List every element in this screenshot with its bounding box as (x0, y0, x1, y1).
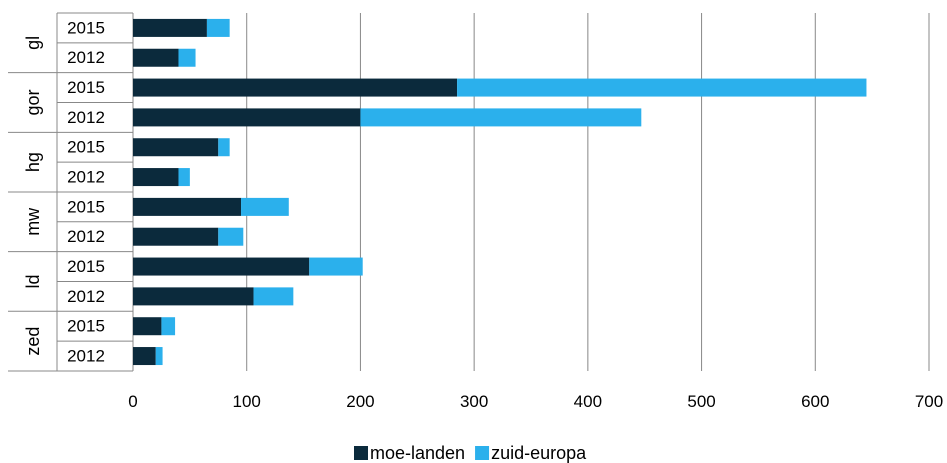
bar-gor-2015-moe-landen (133, 78, 458, 97)
x-tick-label: 400 (574, 392, 602, 411)
bars (133, 18, 867, 366)
legend-swatch (354, 446, 368, 460)
bar-gor-2012-moe-landen (133, 108, 361, 127)
year-label: 2015 (67, 78, 105, 97)
x-tick-label: 300 (460, 392, 488, 411)
bar-ld-2015-moe-landen (133, 257, 310, 276)
bar-mw-2015-moe-landen (133, 197, 242, 216)
year-label: 2015 (67, 317, 105, 336)
gridlines (246, 13, 930, 371)
bar-zed-2015-moe-landen (133, 317, 162, 336)
x-axis-ticks: 0 100 200 300 400 500 600 700 (128, 392, 943, 411)
bar-gl-2015-moe-landen (133, 18, 207, 37)
year-label: 2012 (67, 108, 105, 127)
legend: moe-landen zuid-europa (354, 443, 587, 463)
group-label: ld (23, 274, 43, 288)
year-label: 2015 (67, 138, 105, 157)
bar-hg-2012-zuid-europa (178, 168, 190, 187)
bar-gl-2015-zuid-europa (206, 18, 230, 37)
bar-hg-2012-moe-landen (133, 168, 179, 187)
bar-mw-2015-zuid-europa (241, 197, 289, 216)
bar-mw-2012-zuid-europa (218, 227, 244, 246)
bar-gl-2012-zuid-europa (178, 48, 196, 67)
x-tick-label: 500 (687, 392, 715, 411)
legend-label: moe-landen (370, 443, 465, 463)
bar-gl-2012-moe-landen (133, 48, 179, 67)
bar-ld-2015-zuid-europa (309, 257, 363, 276)
legend-swatch (475, 446, 490, 460)
year-label: 2012 (67, 227, 105, 246)
bar-gor-2015-zuid-europa (457, 78, 867, 97)
group-label: gl (23, 36, 43, 50)
group-label: hg (23, 152, 43, 172)
year-label: 2012 (67, 287, 105, 306)
bar-mw-2012-moe-landen (133, 227, 219, 246)
year-label: 2015 (67, 197, 105, 216)
year-label: 2015 (67, 257, 105, 276)
bar-hg-2015-moe-landen (133, 138, 219, 157)
legend-label: zuid-europa (491, 443, 587, 463)
bar-zed-2012-zuid-europa (155, 347, 163, 366)
bar-gor-2012-zuid-europa (360, 108, 642, 127)
group-label: gor (23, 89, 43, 115)
x-tick-label: 700 (915, 392, 943, 411)
bar-zed-2012-moe-landen (133, 347, 156, 366)
x-tick-label: 100 (233, 392, 261, 411)
year-label: 2012 (67, 48, 105, 67)
bar-zed-2015-zuid-europa (161, 317, 176, 336)
category-axis: gl 2015 2012 gor 2015 2012 hg 2015 2012 mw 2015 201… (8, 12, 134, 372)
year-label: 2012 (67, 347, 105, 366)
group-label: mw (23, 207, 43, 236)
x-tick-label: 0 (128, 392, 137, 411)
year-label: 2015 (67, 18, 105, 37)
bar-ld-2012-moe-landen (133, 287, 254, 306)
bar-hg-2015-zuid-europa (218, 138, 230, 157)
x-tick-label: 200 (346, 392, 374, 411)
bar-ld-2012-zuid-europa (253, 287, 294, 306)
year-label: 2012 (67, 168, 105, 187)
group-label: zed (23, 327, 43, 356)
x-tick-label: 600 (801, 392, 829, 411)
